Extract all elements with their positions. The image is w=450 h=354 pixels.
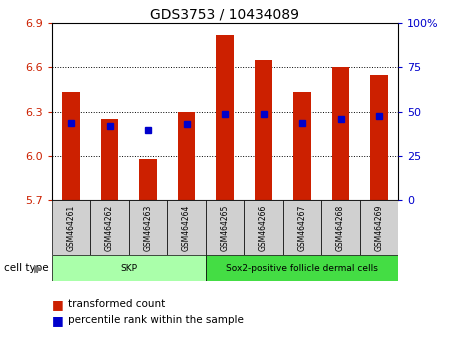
Text: GSM464267: GSM464267 xyxy=(297,204,306,251)
Bar xyxy=(360,200,398,255)
Text: ■: ■ xyxy=(52,314,63,327)
Text: GSM464262: GSM464262 xyxy=(105,204,114,251)
Text: Sox2-positive follicle dermal cells: Sox2-positive follicle dermal cells xyxy=(226,264,378,273)
Text: percentile rank within the sample: percentile rank within the sample xyxy=(68,315,243,325)
Bar xyxy=(283,200,321,255)
Bar xyxy=(216,35,234,200)
Text: GSM464263: GSM464263 xyxy=(144,204,153,251)
Bar xyxy=(52,255,206,281)
Text: GSM464266: GSM464266 xyxy=(259,204,268,251)
Text: SKP: SKP xyxy=(120,264,137,273)
Bar xyxy=(370,75,387,200)
Text: ▶: ▶ xyxy=(34,263,42,273)
Bar xyxy=(321,200,360,255)
Bar xyxy=(167,200,206,255)
Bar xyxy=(90,200,129,255)
Text: GSM464268: GSM464268 xyxy=(336,204,345,251)
Bar xyxy=(52,200,90,255)
Bar xyxy=(63,92,80,200)
Bar xyxy=(101,119,118,200)
Bar xyxy=(140,159,157,200)
Text: ■: ■ xyxy=(52,298,63,311)
Bar xyxy=(178,112,195,200)
Bar xyxy=(206,200,244,255)
Bar xyxy=(129,200,167,255)
Text: transformed count: transformed count xyxy=(68,299,165,309)
Text: GSM464264: GSM464264 xyxy=(182,204,191,251)
Title: GDS3753 / 10434089: GDS3753 / 10434089 xyxy=(150,8,300,22)
Text: GSM464265: GSM464265 xyxy=(220,204,230,251)
Bar xyxy=(206,255,398,281)
Bar xyxy=(332,67,349,200)
Text: GSM464261: GSM464261 xyxy=(67,204,76,251)
Bar xyxy=(244,200,283,255)
Text: cell type: cell type xyxy=(4,263,49,273)
Text: GSM464269: GSM464269 xyxy=(374,204,383,251)
Bar xyxy=(255,60,272,200)
Bar xyxy=(293,92,310,200)
